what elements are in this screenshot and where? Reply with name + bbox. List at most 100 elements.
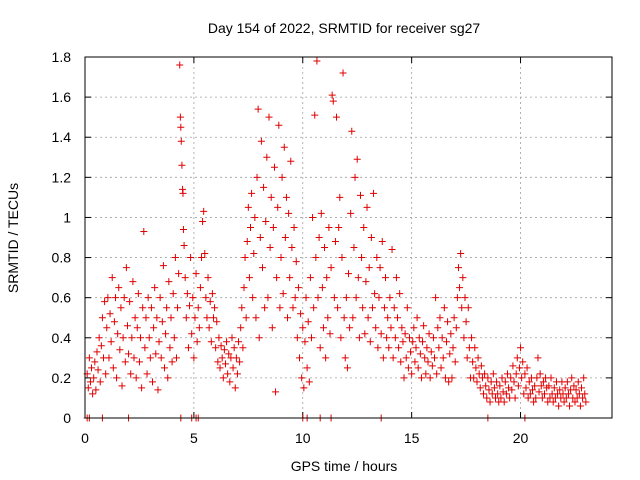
data-point [388,246,396,254]
data-point [480,390,488,398]
data-point [236,358,244,366]
data-point [282,193,290,201]
data-point [393,314,401,322]
data-point [322,354,330,362]
data-point [229,364,237,372]
data-point [187,254,195,262]
data-point [469,358,477,366]
data-point [318,284,326,292]
data-point [509,362,517,370]
data-point [392,274,400,282]
data-point [232,354,240,362]
data-point [359,304,367,312]
data-point [439,354,447,362]
data-point [209,314,217,322]
data-point [562,394,570,402]
data-point [92,386,100,394]
data-point [266,244,274,252]
data-point [335,223,343,231]
data-point [129,278,137,286]
data-point [279,290,287,298]
data-point [292,258,300,266]
y-axis-label: SRMTID / TECUs [5,183,21,293]
data-point [395,344,403,352]
data-point [349,314,357,322]
data-point [90,374,98,382]
data-point [372,324,380,332]
y-tick-label: 1.2 [52,169,72,185]
data-point [298,374,306,382]
data-point [166,344,174,352]
data-point [446,350,454,358]
data-point [501,378,509,386]
data-point [141,344,149,352]
data-point [115,284,123,292]
data-point [170,334,178,342]
data-point [396,290,404,298]
data-point [256,234,264,241]
data-point [412,344,420,352]
data-point [239,344,247,352]
data-point [401,330,409,338]
data-point [143,370,151,378]
data-point [452,324,460,332]
data-point [358,254,366,262]
data-point [179,189,187,197]
data-point [127,370,135,378]
data-point [411,358,419,366]
data-point [265,113,273,121]
data-point [156,294,164,302]
data-point [290,223,298,231]
data-point [169,290,177,298]
data-point [164,374,172,382]
data-point [153,314,161,322]
data-point [436,314,444,322]
data-point [450,314,458,322]
data-point [154,386,162,394]
data-point [570,382,578,390]
data-point [270,163,278,171]
data-point [427,348,435,356]
data-point [456,284,464,292]
data-point [514,382,522,390]
data-point [507,374,515,382]
data-point [336,193,344,201]
data-point [483,394,491,402]
data-point [503,370,511,378]
data-point [416,350,424,358]
data-point [102,370,110,378]
data-point [158,318,166,326]
y-tick-label: 1.8 [52,49,72,65]
data-point [379,354,387,362]
data-point [454,264,462,272]
y-tick-label: 1 [63,209,71,225]
data-point [545,382,553,390]
y-tick-label: 1.6 [52,89,72,105]
data-point [338,254,346,262]
data-point [135,358,143,366]
data-point [425,330,433,338]
data-point [247,223,255,231]
data-point [216,364,224,372]
data-point [579,394,587,402]
data-point [419,338,427,346]
data-point [296,354,304,362]
data-point [306,274,314,282]
data-point [459,274,467,282]
data-point [220,346,228,354]
data-point [510,378,518,386]
data-point [484,374,492,382]
data-point [118,382,126,390]
data-point [489,370,497,378]
data-point [168,358,176,366]
data-point [438,334,446,342]
data-point [314,294,322,302]
data-point [252,314,260,322]
data-point [258,264,266,272]
data-point [84,384,92,392]
data-point [457,250,465,258]
data-point [93,348,101,356]
x-axis-label: GPS time / hours [291,458,398,474]
data-point [399,338,407,346]
